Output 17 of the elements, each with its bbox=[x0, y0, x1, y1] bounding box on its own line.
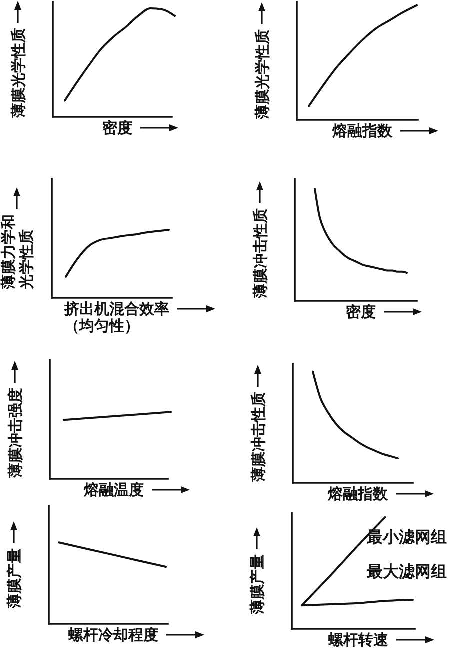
x-axis-title: 螺杆转速 bbox=[328, 631, 390, 649]
x-axis-title: 密度 bbox=[346, 303, 376, 321]
x-axis-title: 密度 bbox=[102, 119, 132, 137]
y-axis-title: 薄膜产量 bbox=[248, 554, 266, 616]
x-axis-title: 熔融温度 bbox=[83, 481, 144, 499]
x-axis-title: 螺杆冷却程度 bbox=[68, 626, 158, 644]
y-axis-title: 薄膜冲击性质 bbox=[251, 208, 270, 300]
x-axis-title: 熔融指数 bbox=[332, 122, 394, 140]
y-axis-title: 薄膜力学和光学性质 bbox=[0, 214, 36, 290]
x-axis-title: 熔融指数 bbox=[327, 485, 389, 503]
series-label: 最大滤网组 bbox=[366, 562, 447, 581]
y-axis-title: 薄膜冲击强度 bbox=[6, 388, 24, 479]
y-axis-title: 薄膜冲击性质 bbox=[249, 392, 268, 483]
y-axis-title: 薄膜光学性质 bbox=[9, 28, 28, 119]
y-axis-title: 薄膜产量 bbox=[5, 548, 24, 610]
y-axis-title: 薄膜光学性质 bbox=[253, 30, 272, 120]
x-axis-title: 挤出机混合效率（均匀性） bbox=[64, 300, 170, 335]
